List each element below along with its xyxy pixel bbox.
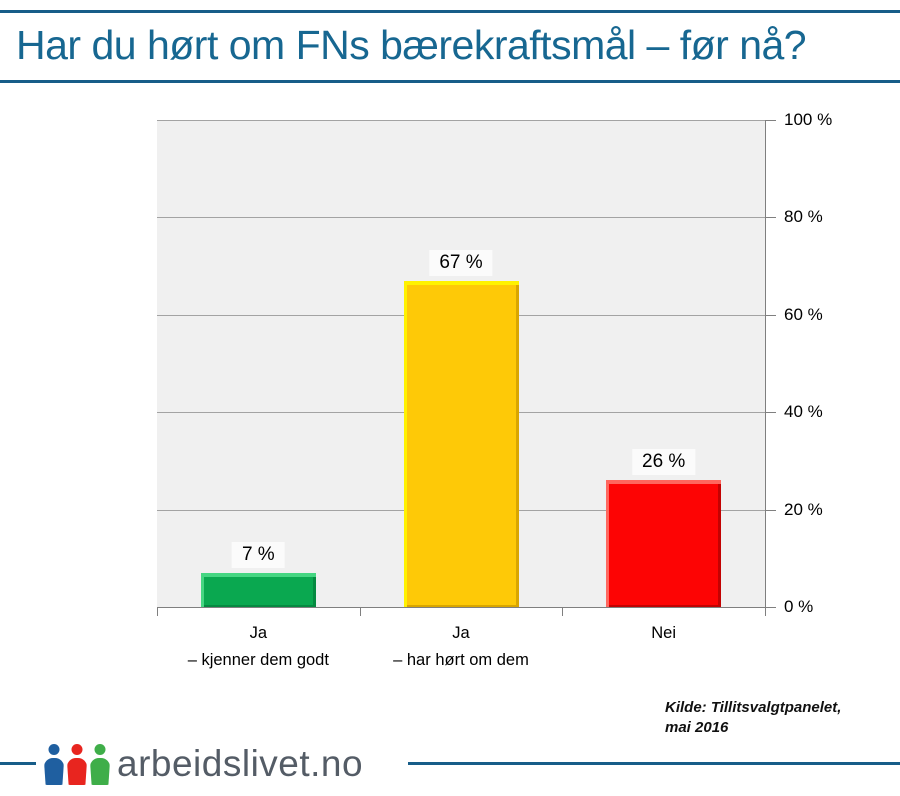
category-label-line: Ja — [249, 624, 268, 642]
x-axis-line — [157, 607, 765, 608]
gridline-80 — [157, 217, 765, 219]
person-icon — [44, 744, 64, 785]
gridline-100 — [157, 120, 765, 121]
x-axis-tick-2 — [562, 607, 564, 616]
person-torso-icon — [90, 758, 110, 785]
category-label-line: – kjenner dem godt — [187, 651, 329, 669]
y-axis-label-20: 20 % — [784, 499, 823, 519]
person-torso-icon — [67, 758, 87, 785]
footer-rule-right — [408, 762, 900, 765]
bar-value-label-3: 26 % — [632, 449, 696, 475]
arbeidslivet-logo — [44, 744, 110, 785]
category-label-line: Ja — [452, 624, 470, 642]
footer-rule-left — [0, 762, 36, 765]
y-axis-label-100: 100 % — [784, 110, 833, 129]
x-axis-tick-0 — [157, 607, 158, 616]
page-title: Har du hørt om FNs bærekraftsmål – før n… — [16, 22, 807, 68]
category-label-2: Ja – har hørt om dem — [360, 620, 563, 674]
person-head-icon — [71, 744, 83, 755]
bar-value-label-2: 67 % — [429, 250, 493, 276]
y-axis-tick-80 — [765, 217, 776, 219]
y-axis-tick-60 — [765, 314, 776, 316]
person-icon — [67, 744, 87, 785]
source-credit: Kilde: Tillitsvalgtpanelet, mai 2016 — [665, 698, 841, 738]
person-head-icon — [48, 744, 60, 755]
header-top-rule — [0, 10, 900, 13]
y-axis-tick-20 — [765, 509, 776, 511]
y-axis-label-0: 0 % — [784, 597, 814, 616]
y-axis-tick-100 — [765, 120, 776, 121]
brand-text: arbeidslivet.no — [117, 743, 364, 784]
source-line-1: Kilde: Tillitsvalgtpanelet, — [665, 699, 842, 716]
person-torso-icon — [44, 758, 64, 785]
header-bottom-rule — [0, 80, 900, 83]
x-axis-tick-1 — [359, 607, 361, 616]
y-axis-tick-0 — [765, 607, 776, 608]
y-axis-label-60: 60 % — [784, 304, 823, 324]
category-label-1: Ja – kjenner dem godt — [157, 620, 360, 674]
person-head-icon — [94, 744, 106, 755]
y-axis-tick-40 — [765, 412, 776, 414]
bar-value-label-1: 7 % — [231, 542, 285, 568]
bar-1 — [200, 573, 316, 607]
source-line-2: mai 2016 — [665, 719, 729, 736]
category-label-line: – har hørt om dem — [393, 651, 529, 669]
category-label-3: Nei — [562, 620, 765, 647]
person-icon — [90, 744, 110, 785]
y-axis-line — [765, 120, 766, 615]
y-axis-label-40: 40 % — [784, 402, 823, 422]
y-axis-label-80: 80 % — [784, 207, 823, 227]
bar-2 — [403, 281, 519, 607]
x-axis-tick-3 — [765, 607, 766, 616]
bar-3 — [606, 480, 722, 607]
category-label-line: Nei — [651, 624, 677, 642]
